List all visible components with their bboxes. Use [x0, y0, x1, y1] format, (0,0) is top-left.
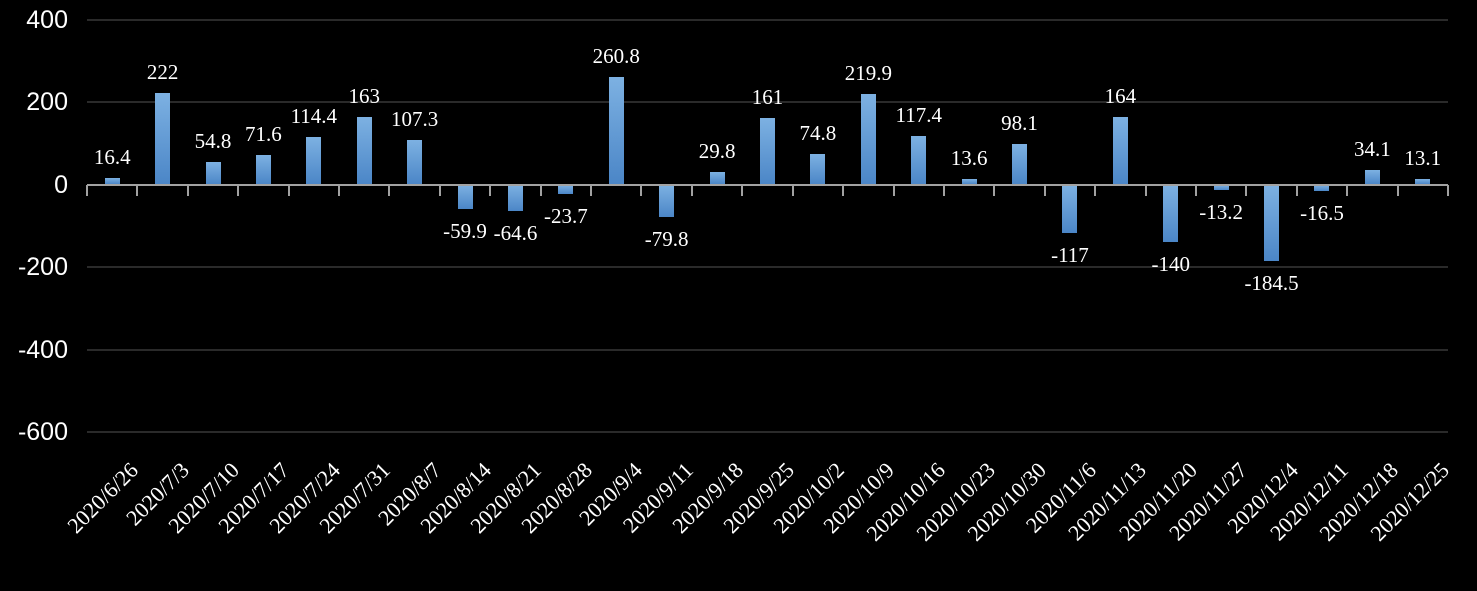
- bar: [205, 161, 221, 185]
- x-axis-tick: [640, 184, 643, 196]
- y-tick-label: 400: [26, 5, 68, 34]
- bar-value-label: 163: [348, 84, 380, 109]
- bar: [810, 153, 826, 185]
- y-tick-label: -400: [17, 335, 68, 364]
- bar: [356, 117, 372, 185]
- bar: [659, 184, 675, 218]
- y-tick-label: -600: [17, 418, 68, 446]
- bar-value-label: -64.6: [493, 221, 538, 246]
- x-axis-tick: [1346, 184, 1349, 196]
- bar-value-label: 71.6: [245, 121, 282, 146]
- y-gridline: [87, 266, 1448, 268]
- y-tick-label: -200: [17, 253, 68, 281]
- bar: [1062, 184, 1078, 233]
- bar-value-label: -184.5: [1244, 270, 1299, 295]
- bar: [1012, 144, 1028, 185]
- y-gridline: [87, 348, 1448, 351]
- bar: [1264, 184, 1280, 261]
- bar-value-label: -79.8: [644, 227, 689, 252]
- bar-value-label: -23.7: [543, 204, 588, 229]
- x-axis-tick: [338, 184, 341, 196]
- bar-value-label: 29.8: [698, 139, 736, 164]
- x-axis-tick: [237, 184, 240, 196]
- bar: [306, 137, 322, 185]
- bar-value-label: 16.4: [93, 144, 131, 169]
- x-axis-tick: [438, 184, 441, 196]
- bar-value-label: 260.8: [592, 43, 640, 68]
- bar-value-label: 54.8: [194, 128, 232, 153]
- bar-value-label: -16.5: [1300, 201, 1344, 226]
- bar-value-label: 74.8: [799, 120, 837, 145]
- y-tick-label: 200: [26, 88, 68, 116]
- bar: [911, 136, 927, 185]
- x-axis-tick: [690, 184, 693, 196]
- bar-value-label: -13.2: [1199, 199, 1244, 224]
- x-axis-line: [87, 183, 1448, 186]
- bar: [1364, 170, 1380, 185]
- bar: [407, 140, 423, 185]
- bar-value-label: 117.4: [895, 103, 942, 128]
- bar: [558, 184, 574, 195]
- bar-value-label: -59.9: [443, 219, 487, 244]
- x-axis-tick: [287, 184, 290, 196]
- x-axis-tick: [388, 184, 391, 196]
- x-axis-tick: [1447, 184, 1449, 196]
- bar-value-label: 34.1: [1354, 137, 1391, 162]
- bar-value-label: 13.1: [1404, 146, 1442, 171]
- bar-value-label: 222: [146, 59, 179, 84]
- y-tick-label: 0: [54, 170, 68, 199]
- x-axis-tick: [1245, 184, 1248, 196]
- bar-value-label: 98.1: [1001, 111, 1038, 136]
- x-axis-tick: [489, 184, 492, 196]
- x-axis-tick: [1094, 184, 1097, 196]
- bar: [104, 177, 120, 185]
- x-axis-tick: [1396, 184, 1399, 196]
- x-axis-tick: [892, 184, 895, 196]
- x-axis-tick: [1295, 184, 1298, 196]
- x-axis-tick: [842, 184, 845, 196]
- bar-value-label: -117: [1051, 242, 1089, 267]
- x-axis-tick: [791, 184, 794, 196]
- bar-value-label: 114.4: [290, 104, 338, 129]
- bar-value-label: 13.6: [950, 145, 988, 170]
- bar: [1163, 184, 1179, 243]
- bar: [860, 93, 876, 185]
- x-axis-tick: [1194, 184, 1197, 196]
- bar: [507, 184, 523, 212]
- bar: [255, 154, 271, 185]
- x-axis-tick: [741, 184, 744, 196]
- bar: [1415, 179, 1431, 185]
- x-axis-tick: [1144, 184, 1147, 196]
- bar: [1314, 184, 1330, 192]
- x-tick-label: 2020/6/26: [62, 457, 144, 539]
- x-axis-tick: [186, 184, 189, 196]
- x-axis-tick: [1043, 184, 1046, 196]
- bar-value-label: 164: [1104, 83, 1137, 108]
- x-axis-tick: [590, 184, 593, 196]
- bar: [961, 178, 977, 185]
- bar: [1213, 184, 1229, 190]
- bar-value-label: -140: [1151, 252, 1191, 277]
- bar-value-label: 107.3: [391, 107, 439, 132]
- bar: [457, 184, 473, 210]
- y-gridline: [87, 18, 1448, 21]
- x-axis-tick: [136, 184, 139, 196]
- y-gridline: [87, 101, 1448, 103]
- bar-value-label: 219.9: [844, 60, 892, 85]
- bar: [760, 118, 775, 185]
- bar: [155, 92, 171, 185]
- x-axis-tick: [993, 184, 996, 196]
- bar: [608, 76, 624, 185]
- x-axis-tick: [942, 184, 945, 196]
- bar-value-label: 161: [751, 85, 784, 110]
- x-axis-tick: [539, 184, 542, 196]
- bar: [1112, 116, 1128, 185]
- y-gridline: [87, 431, 1448, 433]
- bar: [709, 172, 725, 185]
- x-axis-tick: [86, 184, 88, 196]
